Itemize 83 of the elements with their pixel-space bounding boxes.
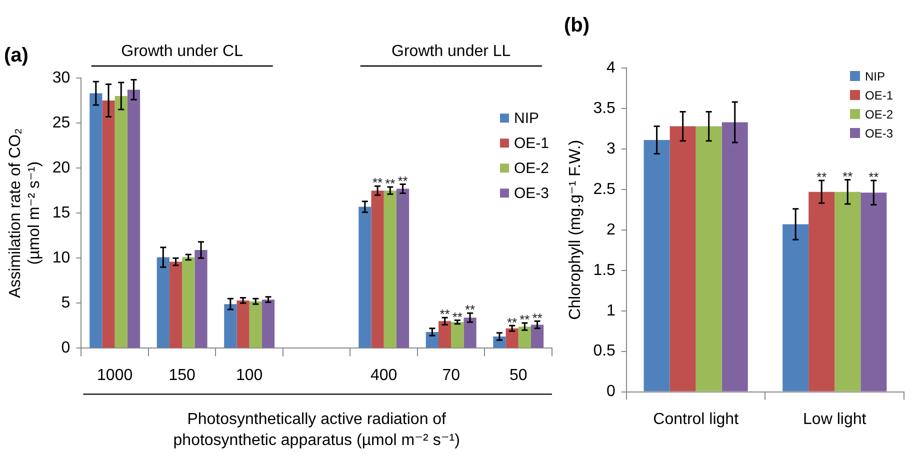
- y-tick-label: 3: [606, 140, 616, 158]
- bar: [358, 206, 372, 348]
- y-tick-label: 3.5: [593, 100, 616, 117]
- bar: [169, 262, 182, 348]
- bar: [782, 224, 809, 392]
- x-tick-label: 50: [509, 367, 528, 384]
- text: Growth under CL: [121, 43, 244, 60]
- data-label: **: [464, 302, 476, 318]
- y-tick-label: 20: [52, 159, 70, 176]
- text: Growth under LL: [392, 43, 511, 60]
- legend-label: OE-3: [514, 185, 550, 202]
- bar: [834, 192, 861, 392]
- data-label: **: [452, 309, 462, 324]
- y-tick-label: 25: [52, 114, 70, 132]
- x-tick-label: 400: [370, 367, 398, 384]
- data-label: **: [385, 176, 396, 192]
- bar: [722, 122, 748, 392]
- bar: [644, 140, 670, 392]
- x-axis-title: Photosynthetically active radiation of photosynthetic apparatus (µmol m⁻² s⁻¹): [173, 411, 460, 450]
- legend-label: OE-1: [514, 135, 550, 152]
- bar: [426, 332, 439, 348]
- data-label: **: [842, 168, 853, 184]
- bar: [182, 257, 195, 348]
- bar: [224, 304, 237, 348]
- data-label: **: [507, 314, 518, 330]
- bar: [530, 324, 544, 348]
- y-tick-label: 0: [61, 340, 70, 357]
- x-tick-label: Control light: [653, 410, 740, 428]
- legend-label: OE-1: [864, 88, 894, 102]
- bar: [808, 192, 835, 392]
- y-axis-title: Assimilation rate of CO₂ (µmol m⁻² s⁻¹): [7, 128, 44, 298]
- data-label: **: [520, 312, 530, 328]
- bar: [384, 190, 396, 348]
- legend-label: NIP: [864, 69, 886, 84]
- bar: [518, 326, 531, 348]
- y-tick-label: 1: [606, 302, 616, 320]
- bar: [249, 301, 262, 348]
- bar: [696, 126, 722, 392]
- bar: [464, 318, 476, 348]
- data-label: **: [372, 175, 383, 190]
- legend-label: OE-2: [864, 107, 894, 122]
- x-tick-label: Low light: [803, 410, 867, 428]
- y-tick-label: 2: [606, 221, 616, 238]
- y-tick-label: 4: [606, 59, 616, 76]
- y-tick-label: 1.5: [593, 262, 616, 279]
- legend-label: OE-3: [864, 126, 894, 140]
- bar: [90, 93, 102, 348]
- chart-title: (b): [564, 14, 590, 37]
- bar: [670, 126, 696, 392]
- data-label: **: [440, 306, 450, 322]
- data-label: **: [398, 173, 408, 188]
- y-tick-label: 15: [52, 204, 70, 222]
- data-label: **: [868, 170, 879, 185]
- bar: [493, 336, 506, 348]
- bar: [506, 328, 518, 348]
- bar: [156, 257, 170, 348]
- x-tick-label: 100: [236, 367, 263, 384]
- data-label: **: [816, 170, 827, 185]
- bar: [438, 321, 452, 348]
- bar: [262, 300, 275, 348]
- chart-title: (a): [4, 44, 28, 67]
- bar: [102, 100, 115, 348]
- bar: [371, 190, 384, 348]
- x-tick-label: 150: [168, 367, 196, 384]
- bar: [396, 188, 410, 348]
- bar: [194, 250, 208, 348]
- y-tick-label: 30: [52, 69, 70, 86]
- data-label: **: [532, 310, 542, 326]
- y-tick-label: 5: [61, 294, 70, 312]
- y-tick-label: 0: [606, 383, 616, 400]
- y-axis-title: Chlorophyll (mg.g⁻¹ F.W.): [567, 140, 584, 320]
- y-tick-label: 10: [52, 250, 70, 267]
- y-tick-label: 2.5: [593, 180, 616, 198]
- bar: [236, 300, 250, 348]
- x-tick-label: 70: [442, 367, 460, 384]
- legend-label: OE-2: [514, 160, 550, 178]
- bar: [860, 192, 887, 392]
- bar: [114, 96, 128, 348]
- legend-label: NIP: [514, 110, 540, 128]
- bar: [451, 322, 464, 348]
- y-tick-label: 0.5: [593, 342, 616, 360]
- x-tick-label: 1000: [97, 367, 133, 384]
- bar: [127, 90, 140, 348]
